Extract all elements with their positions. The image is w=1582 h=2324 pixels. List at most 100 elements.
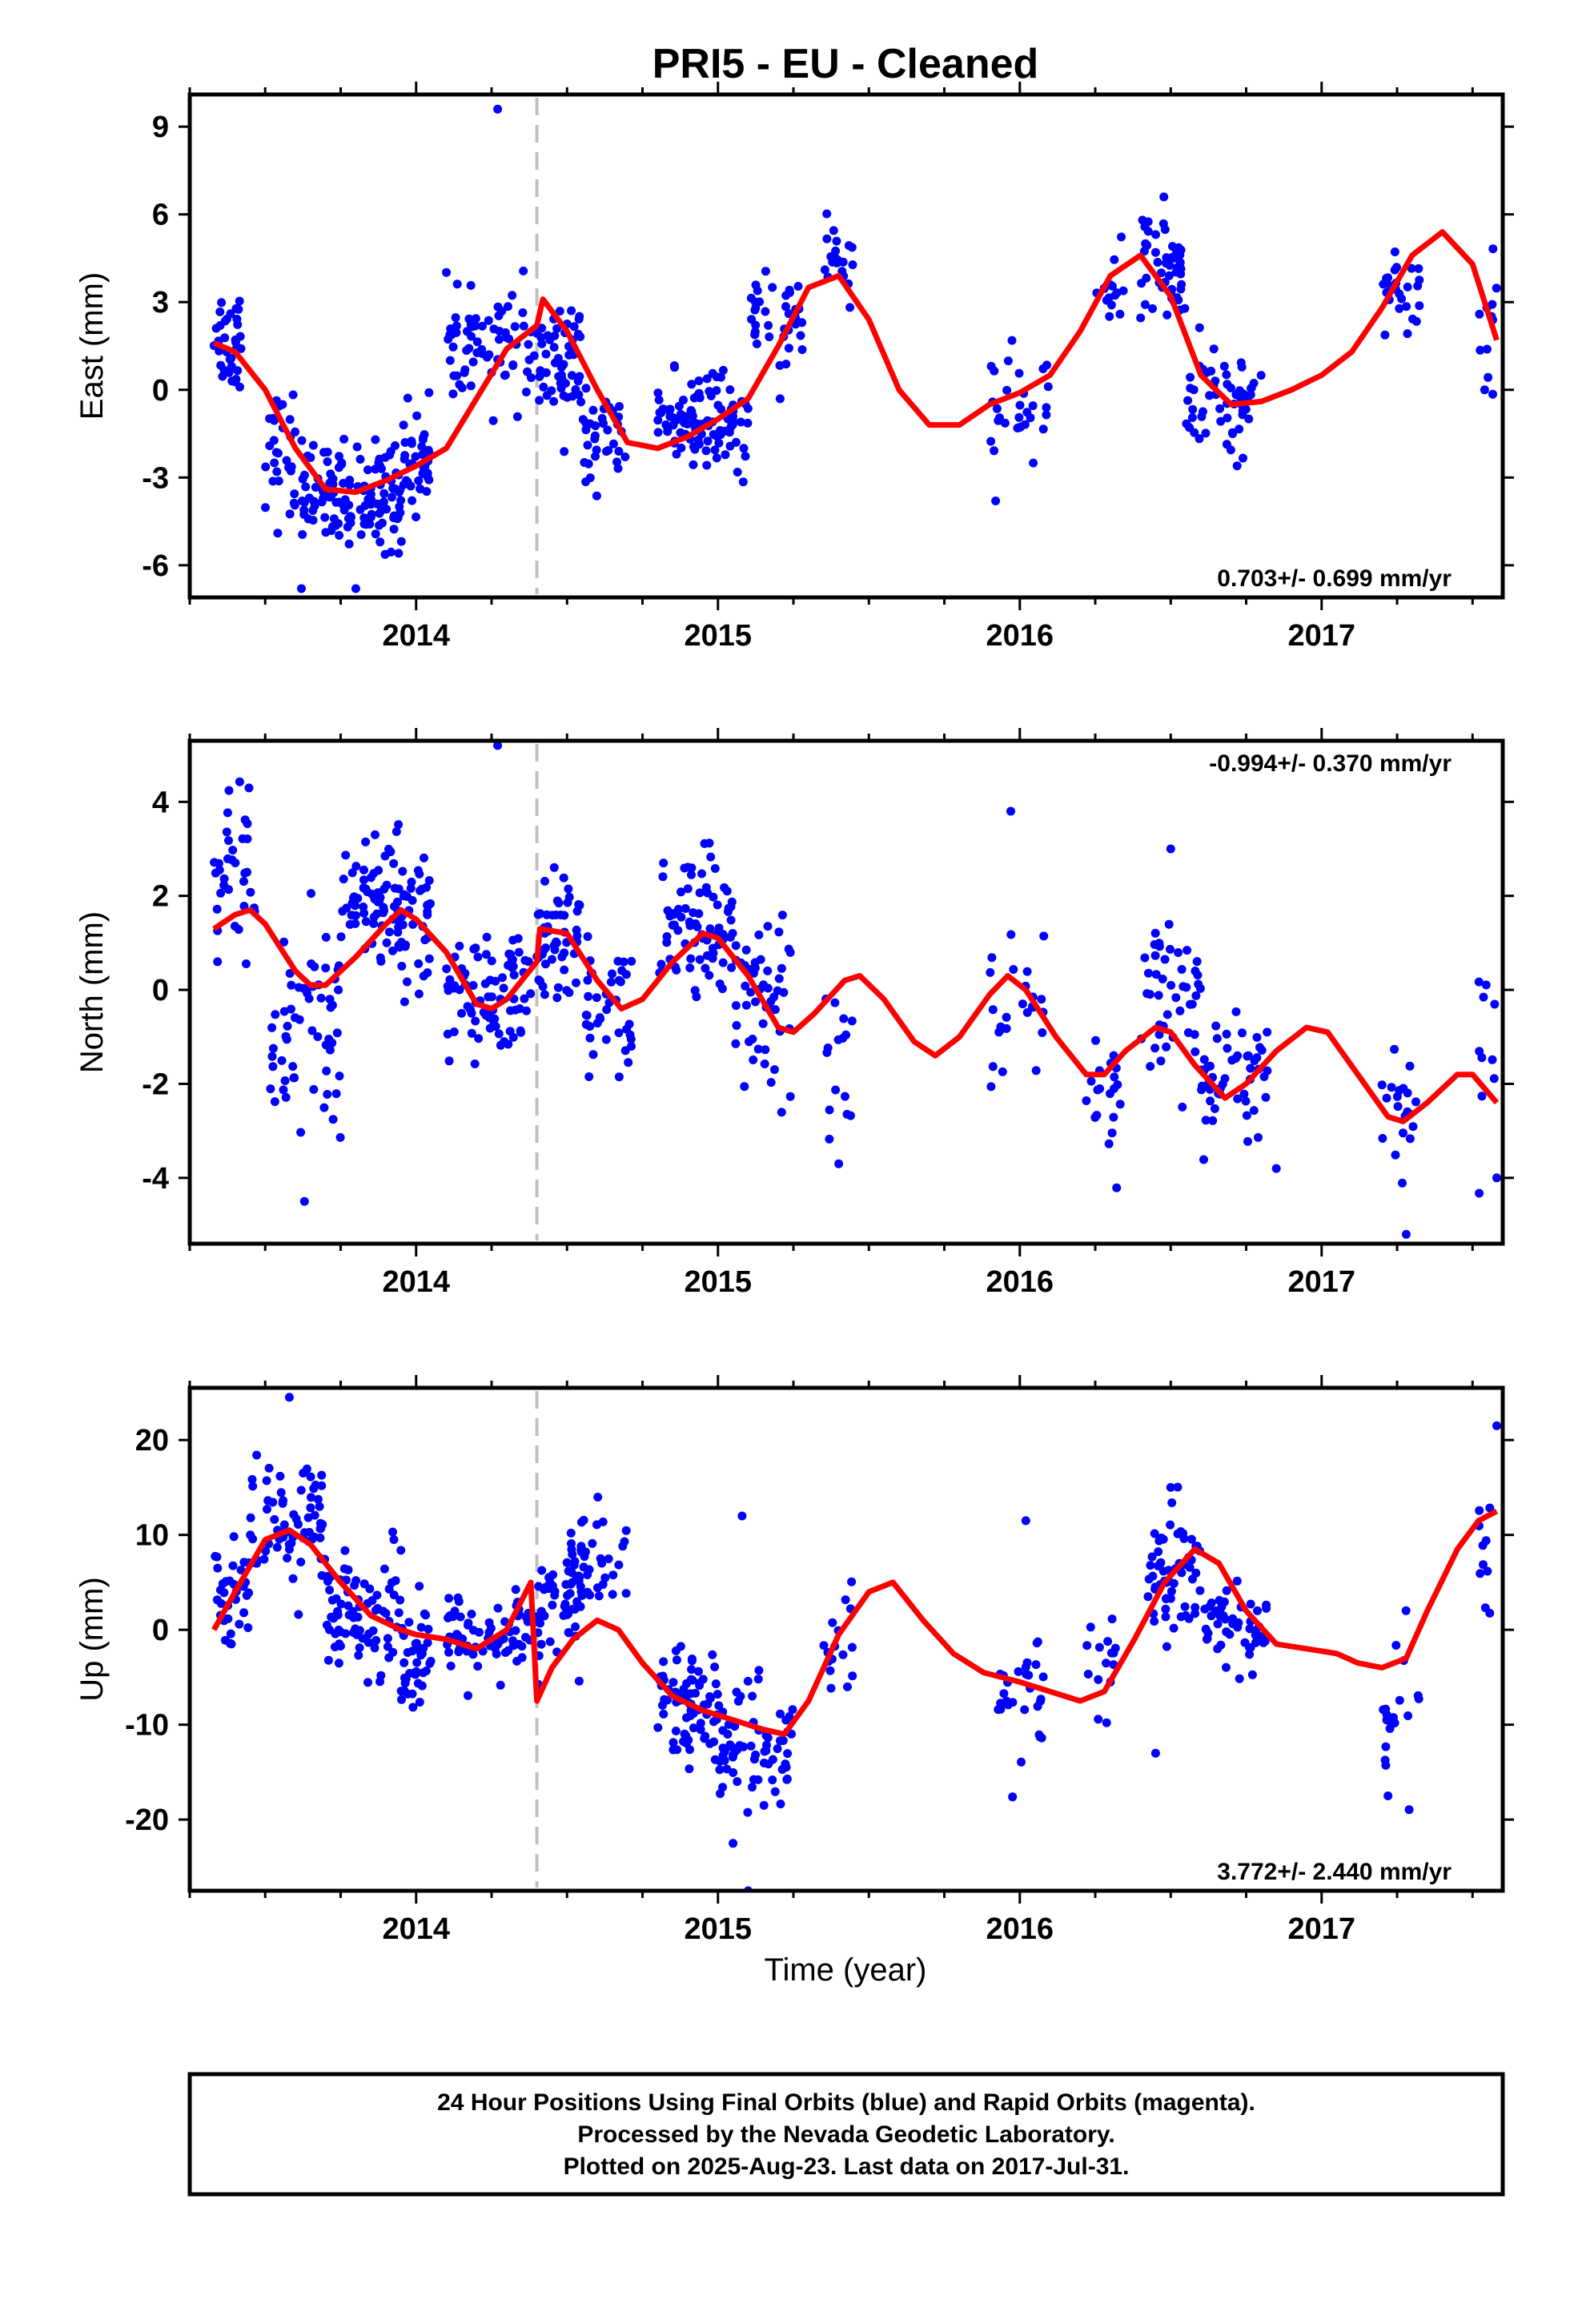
data-point — [659, 1657, 669, 1667]
data-point — [593, 1493, 603, 1502]
data-point — [1246, 1063, 1255, 1073]
data-point — [291, 1514, 301, 1524]
data-point — [420, 853, 428, 862]
data-point — [1180, 304, 1190, 313]
data-point — [820, 265, 829, 275]
data-point — [270, 1514, 279, 1524]
data-point — [1037, 995, 1046, 1004]
data-point — [1393, 1102, 1403, 1112]
up-axis-label: Up (mm) — [74, 1577, 110, 1702]
data-point — [1232, 1576, 1242, 1586]
data-point — [702, 460, 712, 470]
data-point — [777, 911, 787, 920]
data-point — [1022, 967, 1032, 976]
data-point — [1161, 1612, 1170, 1622]
data-point — [570, 1557, 580, 1566]
data-point — [265, 441, 275, 451]
data-point — [323, 492, 331, 501]
data-point — [760, 1059, 769, 1068]
data-point — [363, 1678, 372, 1687]
data-point — [411, 1670, 420, 1679]
data-point — [1242, 1111, 1251, 1120]
data-point — [694, 376, 704, 385]
y-tick-label: -2 — [142, 1068, 169, 1101]
data-point — [229, 1532, 239, 1542]
data-point — [400, 454, 409, 464]
data-point — [575, 372, 584, 381]
data-point — [335, 452, 343, 461]
data-point — [514, 947, 524, 957]
y-tick-label: -3 — [142, 461, 169, 495]
data-point — [424, 954, 434, 963]
data-point — [1150, 1748, 1160, 1758]
data-point — [694, 1667, 703, 1676]
data-point — [1082, 1096, 1091, 1105]
data-point — [464, 344, 474, 353]
data-point — [990, 446, 999, 456]
data-point — [532, 328, 542, 338]
data-point — [243, 834, 252, 843]
data-point — [584, 459, 593, 468]
y-tick-label: 2 — [152, 880, 169, 914]
data-point — [682, 1713, 691, 1723]
data-point — [843, 1682, 852, 1691]
data-point — [493, 302, 503, 312]
data-point — [1488, 244, 1498, 254]
data-point — [1215, 404, 1225, 413]
data-point — [738, 477, 748, 487]
data-point — [995, 413, 1004, 423]
data-point — [1249, 1106, 1259, 1116]
data-point — [785, 947, 795, 957]
data-point — [448, 342, 458, 352]
data-point — [614, 975, 624, 985]
data-point — [759, 1759, 769, 1767]
data-point — [620, 1537, 629, 1546]
data-point — [718, 958, 728, 967]
data-point — [222, 827, 231, 837]
data-point — [1243, 1051, 1253, 1060]
data-point — [506, 1006, 515, 1015]
data-point — [210, 858, 219, 867]
data-point — [389, 1590, 399, 1600]
data-point — [689, 1723, 698, 1733]
data-point — [653, 388, 663, 398]
data-point — [569, 322, 579, 332]
data-point — [223, 808, 232, 818]
data-point — [1143, 217, 1153, 227]
up-rate-label: 3.772+/- 2.440 mm/yr — [1217, 1859, 1452, 1885]
footer-box: 24 Hour Positions Using Final Orbits (bl… — [187, 2072, 1505, 2197]
data-point — [1483, 1566, 1492, 1576]
data-point — [415, 869, 424, 879]
data-point — [282, 1035, 291, 1044]
data-point — [548, 1600, 557, 1610]
data-point — [361, 837, 371, 846]
data-point — [550, 1590, 560, 1600]
data-point — [750, 305, 760, 315]
data-point — [424, 1624, 433, 1634]
data-point — [344, 1610, 354, 1620]
data-point — [508, 291, 517, 300]
data-point — [1042, 410, 1051, 420]
data-point — [717, 372, 725, 382]
data-point — [748, 1691, 757, 1701]
data-point — [484, 1618, 494, 1627]
data-point — [754, 930, 764, 939]
data-point — [347, 911, 356, 920]
data-point — [751, 997, 760, 1007]
data-point — [1485, 1503, 1495, 1513]
data-point — [276, 1488, 286, 1498]
data-point — [444, 1056, 454, 1066]
data-point — [689, 908, 698, 918]
data-point — [452, 371, 462, 380]
data-point — [307, 959, 316, 968]
data-point — [400, 997, 409, 1007]
data-point — [1094, 1642, 1104, 1652]
x-tick-label: 2015 — [684, 1912, 752, 1946]
data-point — [564, 884, 573, 894]
data-point — [1112, 1183, 1122, 1192]
data-point — [480, 979, 490, 988]
data-point — [297, 436, 307, 445]
data-point — [674, 401, 684, 411]
data-point — [288, 1062, 298, 1072]
data-point — [583, 440, 592, 450]
